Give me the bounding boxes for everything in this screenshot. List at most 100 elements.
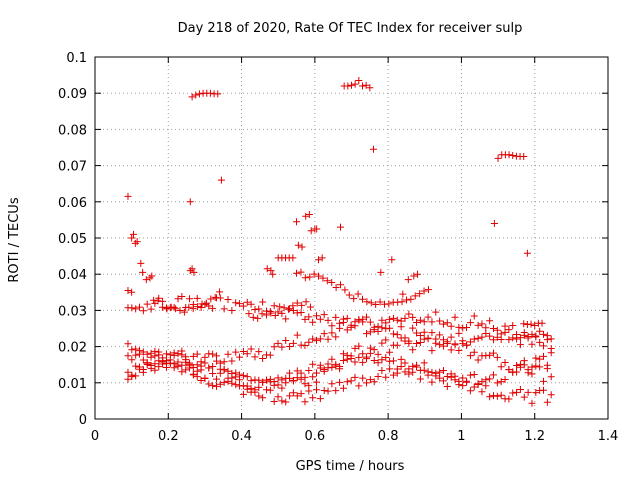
data-point bbox=[447, 346, 455, 354]
data-point bbox=[315, 272, 323, 280]
data-point bbox=[305, 338, 313, 346]
data-point bbox=[397, 355, 405, 363]
data-point bbox=[271, 312, 279, 320]
data-point bbox=[328, 279, 336, 287]
data-point bbox=[337, 281, 345, 289]
data-point bbox=[286, 374, 294, 382]
data-point bbox=[399, 290, 407, 298]
x-tick-label: 1.4 bbox=[598, 429, 619, 444]
data-point bbox=[536, 338, 544, 346]
data-point bbox=[266, 351, 274, 359]
data-point bbox=[270, 343, 278, 351]
data-point bbox=[166, 359, 174, 367]
data-point bbox=[270, 302, 278, 310]
data-point bbox=[255, 392, 263, 400]
data-point bbox=[289, 377, 297, 385]
data-point bbox=[216, 294, 224, 302]
data-point bbox=[439, 320, 447, 328]
data-point bbox=[344, 82, 352, 90]
data-point bbox=[255, 376, 263, 384]
data-point bbox=[424, 286, 432, 294]
data-point bbox=[176, 306, 184, 314]
data-point bbox=[513, 362, 521, 370]
x-tick-label: 0 bbox=[91, 429, 99, 444]
data-point bbox=[413, 363, 421, 371]
data-point bbox=[282, 315, 290, 323]
data-point bbox=[259, 378, 267, 386]
data-point bbox=[337, 223, 345, 231]
data-point bbox=[239, 302, 247, 310]
data-point bbox=[377, 268, 385, 276]
data-point bbox=[489, 392, 497, 400]
data-point bbox=[540, 386, 548, 394]
data-point bbox=[170, 349, 178, 357]
data-point bbox=[343, 314, 351, 322]
data-point bbox=[398, 298, 406, 306]
data-point bbox=[401, 368, 409, 376]
data-point bbox=[136, 363, 144, 371]
data-point bbox=[520, 331, 528, 339]
data-point bbox=[139, 356, 147, 364]
data-point bbox=[339, 384, 347, 392]
data-point bbox=[363, 313, 371, 321]
data-point bbox=[232, 381, 240, 389]
data-point bbox=[251, 353, 259, 361]
data-point bbox=[393, 341, 401, 349]
data-point bbox=[178, 347, 186, 355]
data-point bbox=[347, 352, 355, 360]
data-point bbox=[455, 347, 463, 355]
data-point bbox=[147, 305, 155, 313]
data-point bbox=[350, 295, 358, 303]
data-point bbox=[316, 364, 324, 372]
data-point bbox=[128, 288, 136, 296]
data-point bbox=[536, 327, 544, 335]
data-point bbox=[239, 390, 247, 398]
data-point bbox=[401, 359, 409, 367]
data-point bbox=[428, 378, 436, 386]
data-point bbox=[289, 389, 297, 397]
data-point bbox=[174, 295, 182, 303]
data-point bbox=[216, 288, 224, 296]
data-point bbox=[313, 378, 321, 386]
data-point bbox=[405, 310, 413, 318]
data-point bbox=[413, 270, 421, 278]
data-point bbox=[192, 91, 200, 99]
data-point bbox=[328, 363, 336, 371]
y-tick-label: 0.05 bbox=[58, 232, 87, 247]
data-point bbox=[505, 366, 513, 374]
data-point bbox=[232, 373, 240, 381]
data-point bbox=[540, 330, 548, 338]
data-point bbox=[211, 293, 219, 301]
data-point bbox=[297, 308, 305, 316]
data-point bbox=[354, 290, 362, 298]
data-point bbox=[243, 382, 251, 390]
data-point bbox=[293, 299, 301, 307]
data-point bbox=[197, 362, 205, 370]
data-point bbox=[216, 369, 224, 377]
data-point bbox=[178, 293, 186, 301]
data-point bbox=[278, 397, 286, 405]
data-point bbox=[336, 324, 344, 332]
data-point bbox=[405, 337, 413, 345]
data-point bbox=[301, 342, 309, 350]
data-point bbox=[124, 368, 132, 376]
data-point bbox=[528, 370, 536, 378]
x-tick-label: 0.8 bbox=[378, 429, 399, 444]
data-point bbox=[362, 81, 370, 89]
data-point bbox=[307, 227, 315, 235]
y-tick-label: 0 bbox=[79, 413, 87, 428]
data-point bbox=[284, 305, 292, 313]
data-point bbox=[124, 286, 132, 294]
data-point bbox=[370, 326, 378, 334]
data-point bbox=[385, 300, 393, 308]
data-point bbox=[309, 335, 317, 343]
data-point bbox=[447, 373, 455, 381]
data-point bbox=[505, 336, 513, 344]
data-point bbox=[224, 377, 232, 385]
data-point bbox=[147, 364, 155, 372]
data-point bbox=[424, 368, 432, 376]
data-point bbox=[528, 363, 536, 371]
data-point bbox=[386, 315, 394, 323]
data-point bbox=[416, 332, 424, 340]
data-point bbox=[247, 345, 255, 353]
